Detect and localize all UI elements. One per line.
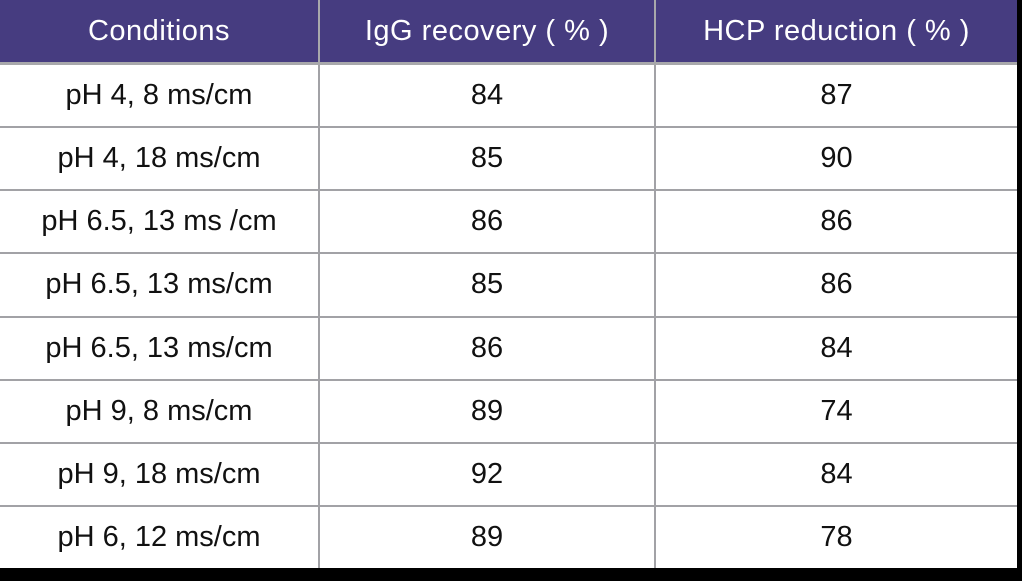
table-row: pH 6.5, 13 ms /cm 86 86 bbox=[0, 191, 1017, 255]
hcp-reduction-cell: 90 bbox=[820, 142, 853, 175]
condition-cell: pH 4, 18 ms/cm bbox=[0, 128, 320, 190]
table-row: pH 9, 18 ms/cm 92 84 bbox=[0, 443, 1017, 507]
hcp-reduction-cell: 74 bbox=[820, 394, 853, 427]
igg-recovery-cell: 85 bbox=[320, 254, 656, 316]
igg-recovery-cell: 92 bbox=[320, 443, 656, 505]
hcp-reduction-cell: 78 bbox=[820, 520, 853, 553]
results-table: Conditions IgG recovery ( % ) HCP reduct… bbox=[0, 0, 1017, 568]
hcp-reduction-cell: 86 bbox=[820, 268, 853, 301]
condition-cell: pH 6.5, 13 ms/cm bbox=[0, 317, 320, 379]
table-row: pH 9, 8 ms/cm 89 74 bbox=[0, 380, 1017, 444]
table-row: pH 4, 18 ms/cm 85 90 bbox=[0, 128, 1017, 192]
condition-cell: pH 9, 18 ms/cm bbox=[0, 443, 320, 505]
hcp-reduction-cell: 84 bbox=[820, 457, 853, 490]
header-cell-conditions: Conditions bbox=[0, 0, 320, 62]
igg-recovery-cell: 89 bbox=[320, 380, 656, 442]
table-row: pH 6, 12 ms/cm 89 78 bbox=[0, 506, 1017, 568]
igg-recovery-cell: 84 bbox=[320, 65, 656, 127]
table-row: pH 6.5, 13 ms/cm 86 84 bbox=[0, 317, 1017, 381]
condition-cell: pH 9, 8 ms/cm bbox=[0, 380, 320, 442]
condition-cell: pH 6.5, 13 ms/cm bbox=[0, 254, 320, 316]
igg-recovery-cell: 86 bbox=[320, 191, 656, 253]
hcp-reduction-cell: 84 bbox=[820, 331, 853, 364]
black-border-bottom bbox=[0, 568, 1022, 581]
table-row: pH 6.5, 13 ms/cm 85 86 bbox=[0, 254, 1017, 318]
igg-recovery-cell: 85 bbox=[320, 128, 656, 190]
condition-cell: pH 4, 8 ms/cm bbox=[0, 65, 320, 127]
hcp-reduction-cell: 87 bbox=[820, 79, 853, 112]
condition-cell: pH 6, 12 ms/cm bbox=[0, 506, 320, 568]
igg-recovery-cell: 86 bbox=[320, 317, 656, 379]
table-header-row: Conditions IgG recovery ( % ) HCP reduct… bbox=[0, 0, 1017, 65]
condition-cell: pH 6.5, 13 ms /cm bbox=[0, 191, 320, 253]
header-cell-igg-recovery: IgG recovery ( % ) bbox=[320, 0, 656, 62]
igg-recovery-cell: 89 bbox=[320, 506, 656, 568]
table-row: pH 4, 8 ms/cm 84 87 bbox=[0, 65, 1017, 129]
black-border-right bbox=[1017, 0, 1022, 581]
hcp-reduction-cell: 86 bbox=[820, 205, 853, 238]
header-cell-hcp-reduction: HCP reduction ( % ) bbox=[703, 14, 970, 47]
